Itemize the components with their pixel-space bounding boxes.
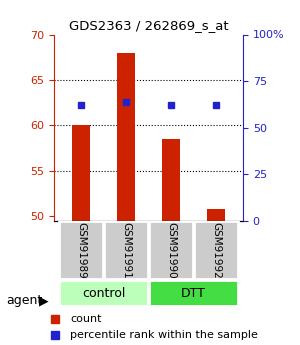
Text: ▶: ▶ bbox=[39, 294, 49, 307]
Text: DTT: DTT bbox=[181, 287, 206, 300]
Text: GSM91991: GSM91991 bbox=[121, 222, 131, 278]
Text: control: control bbox=[82, 287, 125, 300]
Bar bbox=[104, 221, 148, 279]
Text: GSM91990: GSM91990 bbox=[166, 222, 176, 278]
Text: percentile rank within the sample: percentile rank within the sample bbox=[70, 330, 258, 340]
Text: agent: agent bbox=[6, 294, 42, 307]
Bar bbox=[194, 221, 238, 279]
Text: GSM91989: GSM91989 bbox=[76, 222, 86, 278]
Title: GDS2363 / 262869_s_at: GDS2363 / 262869_s_at bbox=[69, 19, 228, 32]
Bar bbox=[149, 221, 193, 279]
Text: count: count bbox=[70, 314, 102, 324]
Text: GSM91992: GSM91992 bbox=[211, 222, 221, 278]
Bar bbox=[207, 209, 225, 221]
Bar bbox=[117, 53, 135, 221]
Bar bbox=[149, 280, 238, 306]
Bar bbox=[162, 139, 180, 221]
Bar bbox=[59, 221, 103, 279]
Bar bbox=[72, 125, 90, 221]
Bar bbox=[59, 280, 148, 306]
